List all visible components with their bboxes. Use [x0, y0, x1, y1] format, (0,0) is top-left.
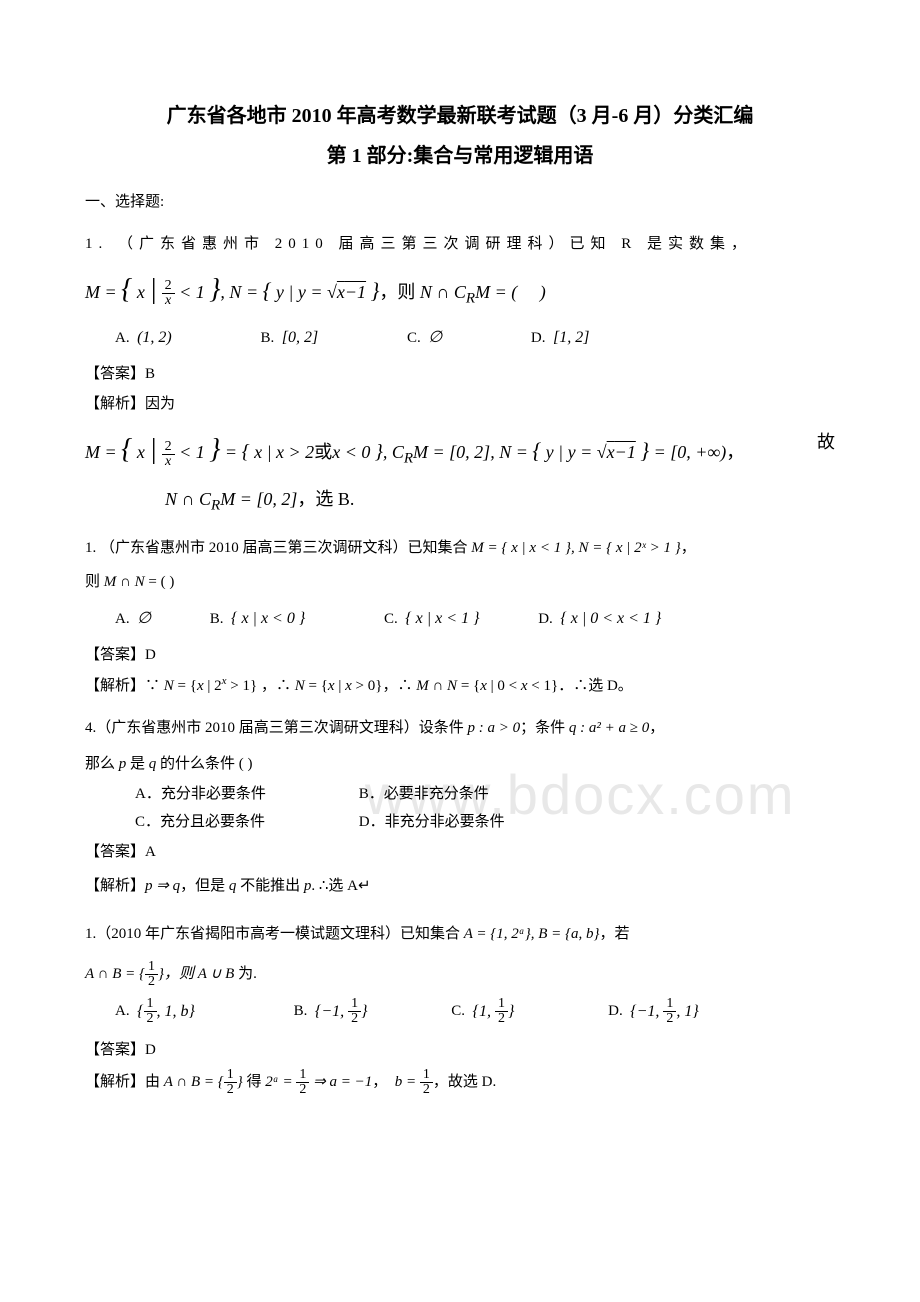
q4-optC-post: }: [508, 1003, 514, 1020]
question-1: 1. （广东省惠州市 2010 届高三第三次调研理科）已知 R 是实数集， M …: [85, 232, 835, 518]
q2-answer: 【答案】D: [85, 643, 835, 667]
q1-answer: 【答案】B: [85, 362, 835, 386]
q4-line2a: A ∩ B = {: [85, 966, 145, 982]
q3-answer: 【答案】A: [85, 840, 835, 864]
q4-explain-a: 【解析】由: [85, 1074, 164, 1090]
question-2: 1. （广东省惠州市 2010 届高三第三次调研文科）已知集合 M = { x …: [85, 536, 835, 699]
title-main: 广东省各地市 2010 年高考数学最新联考试题（3 月-6 月）分类汇编: [85, 100, 835, 132]
q4-line2b: }，则: [158, 966, 198, 982]
q1-expression: M = { x | 2x < 1 }, N = { y | y = √x−1 }…: [85, 268, 835, 313]
q3-intro-q: q : a² + a ≥ 0: [569, 720, 649, 736]
q1-optB-label: B.: [261, 330, 275, 346]
q4-intro: 1.（2010 年广东省揭阳市高考一模试题文理科）已知集合 A = {1, 2ᵃ…: [85, 922, 835, 946]
q2-optB: { x | x < 0 }: [231, 610, 305, 627]
q3-line2: 那么 p 是 q 的什么条件 ( ): [85, 752, 835, 776]
q2-optA-label: A.: [115, 611, 130, 627]
q3-explain-a: 【解析】: [85, 878, 145, 894]
q2-line2c: = ( ): [145, 574, 175, 590]
q4-explain-d: ，故选 D.: [433, 1074, 496, 1090]
q4-intro-b: ，若: [600, 926, 630, 942]
q4-optD-mid: , 1}: [676, 1003, 698, 1020]
q2-optB-label: B.: [210, 611, 224, 627]
q3-optC: C．充分且必要条件: [135, 810, 355, 834]
q2-intro-b: ，: [681, 540, 696, 556]
q4-optD-pre: {−1,: [630, 1003, 663, 1020]
question-4: 1.（2010 年广东省揭阳市高考一模试题文理科）已知集合 A = {1, 2ᵃ…: [85, 922, 835, 1097]
q3-line2a: 那么: [85, 756, 119, 772]
q2-intro-m: M = { x | x < 1 }, N = { x | 2ˣ > 1 }: [471, 540, 680, 556]
q1-optD: [1, 2]: [553, 329, 589, 346]
q1-intro: 1. （广东省惠州市 2010 届高三第三次调研理科）已知 R 是实数集，: [85, 232, 835, 256]
q2-optD-label: D.: [538, 611, 553, 627]
q4-optA-label: A.: [115, 1004, 130, 1020]
q3-intro-p: p : a > 0: [468, 720, 521, 736]
q3-options: A．充分非必要条件 B．必要非充分条件 C．充分且必要条件 D．非充分非必要条件: [135, 782, 835, 834]
q1-options: A. (1, 2) B. [0, 2] C. ∅ D. [1, 2]: [115, 325, 835, 351]
q2-optA: ∅: [137, 610, 151, 627]
q4-options: A. {12, 1, b} B. {−1, 12} C. {1, 12} D. …: [115, 997, 835, 1026]
q1-explain-expr: M = { x | 2x < 1 } = { x | x > 2或x < 0 }…: [85, 428, 835, 473]
q2-explain: 【解析】∵ N = {x | 2x > 1} ，∴ N = {x | x > 0…: [85, 673, 835, 698]
q1-conclusion: N ∩ CRM = [0, 2]，选 B.: [165, 485, 835, 518]
q3-optB: B．必要非充分条件: [359, 782, 579, 806]
q3-explain-c: 不能推出: [236, 878, 304, 894]
q2-line2a: 则: [85, 574, 104, 590]
q1-optA-label: A.: [115, 330, 130, 346]
q2-line2b: M ∩ N: [104, 574, 145, 590]
section-header: 一、选择题:: [85, 190, 835, 214]
q4-optA-mid: , 1, b}: [157, 1003, 195, 1020]
q4-optB-pre: {−1,: [315, 1003, 348, 1020]
q1-explain-tail: 故: [817, 428, 835, 457]
q1-optD-label: D.: [531, 330, 546, 346]
q1-optC-label: C.: [407, 330, 421, 346]
q3-intro-c: ，: [649, 720, 664, 736]
q4-optB-label: B.: [294, 1004, 308, 1020]
q4-explain-m2a: 2ᵃ =: [265, 1074, 296, 1090]
q3-explain-d: . ∴选 A↵: [311, 878, 370, 894]
q3-explain: 【解析】p ⇒ q，但是 q 不能推出 p. ∴选 A↵: [85, 874, 835, 898]
q4-explain-m2b: ⇒ a = −1: [309, 1074, 372, 1090]
q4-optB-post: }: [361, 1003, 367, 1020]
q3-intro: 4.（广东省惠州市 2010 届高三第三次调研文理科）设条件 p : a > 0…: [85, 716, 835, 740]
q2-optC: { x | x < 1 }: [405, 610, 479, 627]
q4-optC-label: C.: [451, 1004, 465, 1020]
q3-intro-a: 4.（广东省惠州市 2010 届高三第三次调研文理科）设条件: [85, 720, 468, 736]
q4-line2c: A ∪ B: [198, 966, 235, 982]
q3-optA: A．充分非必要条件: [135, 782, 355, 806]
question-3: 4.（广东省惠州市 2010 届高三第三次调研文理科）设条件 p : a > 0…: [85, 716, 835, 898]
q2-intro: 1. （广东省惠州市 2010 届高三第三次调研文科）已知集合 M = { x …: [85, 536, 835, 560]
q4-intro-m: A = {1, 2ᵃ}, B = {a, b}: [464, 926, 600, 942]
q4-explain-m1: A ∩ B = {: [164, 1074, 224, 1090]
q2-line2: 则 M ∩ N = ( ): [85, 570, 835, 594]
q2-intro-a: 1. （广东省惠州市 2010 届高三第三次调研文科）已知集合: [85, 540, 471, 556]
q2-optC-label: C.: [384, 611, 398, 627]
q3-line2b: 是: [126, 756, 149, 772]
q4-optD-label: D.: [608, 1004, 623, 1020]
q2-optD: { x | 0 < x < 1 }: [560, 610, 661, 627]
q3-explain-m: p ⇒ q: [145, 878, 180, 894]
q4-explain-m3a: b =: [395, 1074, 420, 1090]
q1-optB: [0, 2]: [282, 329, 318, 346]
q1-explain-label: 【解析】因为: [85, 392, 835, 416]
q4-explain-b: 得: [243, 1074, 266, 1090]
q2-options: A. ∅ B. { x | x < 0 } C. { x | x < 1 } D…: [115, 606, 835, 632]
q1-optC: ∅: [428, 329, 442, 346]
q4-line2: A ∩ B = {12}，则 A ∪ B 为.: [85, 960, 835, 989]
q3-intro-b: ；条件: [520, 720, 569, 736]
title-sub: 第 1 部分:集合与常用逻辑用语: [85, 140, 835, 172]
q3-explain-b: ，但是: [180, 878, 229, 894]
q4-explain: 【解析】由 A ∩ B = {12} 得 2ᵃ = 12 ⇒ a = −1， b…: [85, 1068, 835, 1097]
q1-optA: (1, 2): [137, 329, 172, 346]
q3-optD: D．非充分非必要条件: [359, 810, 579, 834]
q4-optC-pre: {1,: [473, 1003, 495, 1020]
q4-explain-c: ，: [372, 1074, 387, 1090]
q4-intro-a: 1.（2010 年广东省揭阳市高考一模试题文理科）已知集合: [85, 926, 464, 942]
q4-answer: 【答案】D: [85, 1038, 835, 1062]
q3-line2c: 的什么条件 ( ): [156, 756, 252, 772]
q4-line2d: 为.: [234, 966, 257, 982]
